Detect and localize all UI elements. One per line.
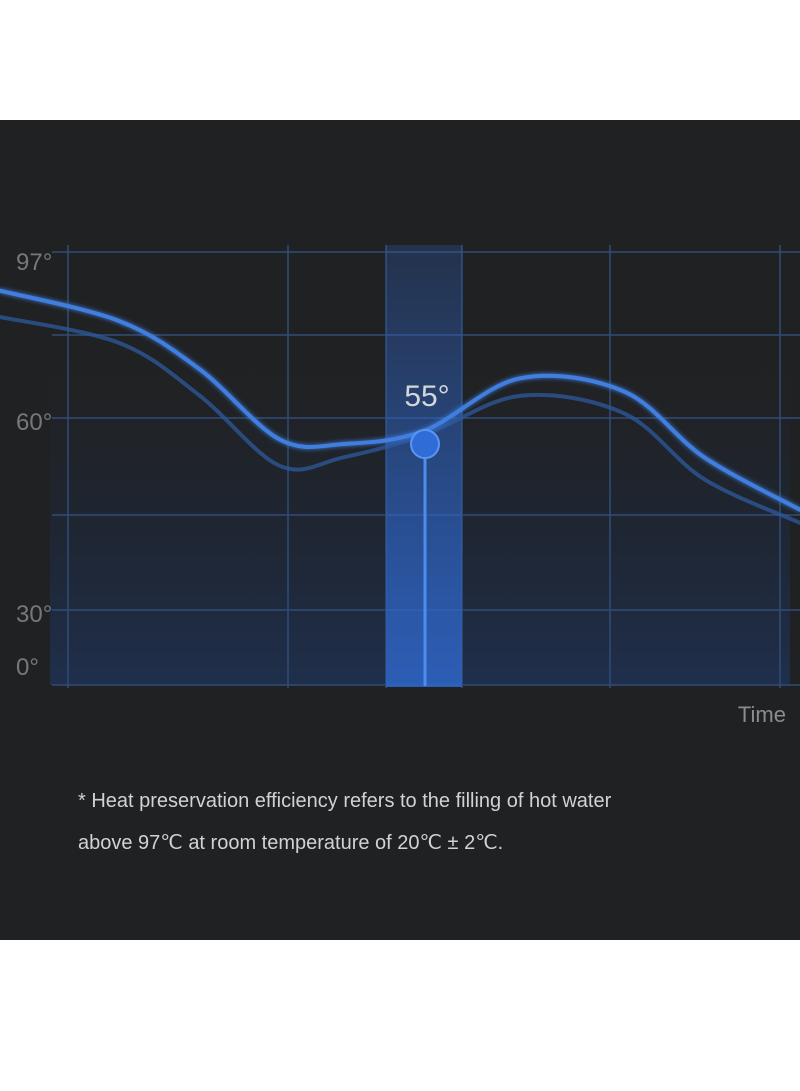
series-lines (0, 288, 800, 525)
highlight-value-label: 55° (404, 380, 449, 413)
footnote-line-1: * Heat preservation efficiency refers to… (78, 790, 612, 812)
y-tick-label: 60° (16, 409, 52, 436)
footnote-line-2: above 97℃ at room temperature of 20℃ ± 2… (78, 832, 504, 854)
highlight-marker (410, 429, 440, 460)
chart-panel: 55° 97° 60° 30° 0° Time * Heat preservation… (0, 120, 800, 940)
footnote: * Heat preservation efficiency refers to… (78, 780, 758, 864)
series-line-secondary (0, 314, 800, 525)
y-tick-labels: 97° 60° 30° 0° (16, 249, 52, 681)
y-tick-label: 0° (16, 654, 39, 681)
y-tick-label: 97° (16, 249, 52, 276)
series-line-main (0, 288, 800, 512)
y-tick-label: 30° (16, 601, 52, 628)
x-axis-label: Time (738, 702, 786, 727)
temperature-chart: 55° 97° 60° 30° 0° Time (0, 245, 800, 727)
